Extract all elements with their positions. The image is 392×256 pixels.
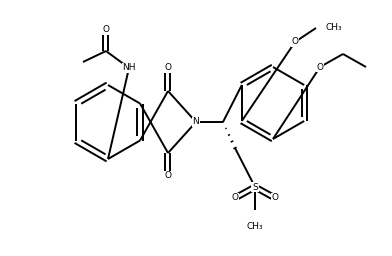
Text: O: O [232, 194, 238, 202]
Text: CH₃: CH₃ [247, 222, 263, 231]
Text: O: O [165, 63, 171, 72]
Text: O: O [102, 26, 109, 35]
Text: NH: NH [122, 63, 136, 72]
Text: N: N [192, 118, 200, 126]
Text: O: O [165, 172, 171, 180]
Text: O: O [292, 37, 298, 47]
Text: O: O [272, 194, 278, 202]
Text: CH₃: CH₃ [326, 24, 343, 33]
Text: O: O [316, 62, 323, 71]
Text: S: S [252, 183, 258, 191]
